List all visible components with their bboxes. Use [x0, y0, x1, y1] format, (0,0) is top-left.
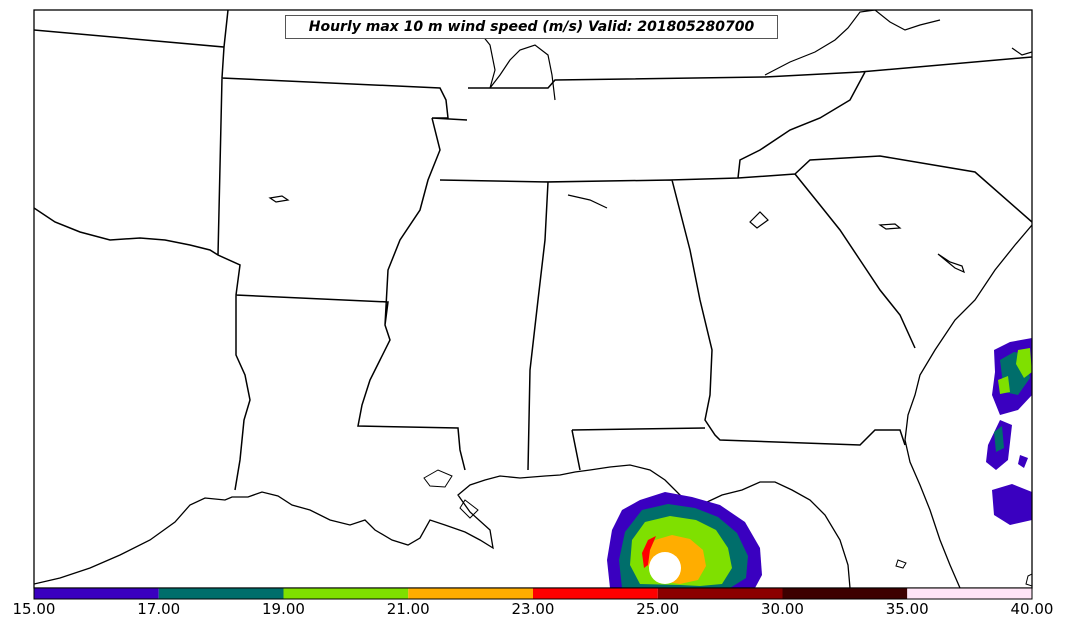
map-frame	[33, 9, 1033, 589]
colorbar-segment	[907, 588, 1032, 599]
coastline-florida-east	[904, 224, 1032, 588]
colorbar-tick-label: 25.00	[636, 600, 680, 618]
colorbar-segment	[408, 588, 533, 599]
colorbar-segment	[158, 588, 284, 599]
colorbar-tick-label: 30.00	[761, 600, 804, 618]
hurricane-wind-field	[607, 338, 1032, 588]
wind-contour-17-east	[994, 352, 1030, 452]
colorbar-tick-label: 40.00	[1010, 600, 1054, 618]
wind-contour-19-east	[998, 348, 1032, 394]
colorbar-border	[33, 587, 1033, 600]
colorbar-tick-label: 17.00	[137, 600, 181, 618]
colorbar-tick-label: 21.00	[386, 600, 430, 618]
colorbar-tick-label: 15.00	[12, 600, 56, 618]
colorbar-tick-label: 23.00	[511, 600, 555, 618]
colorbar-tick-label: 19.00	[262, 600, 305, 618]
lakes	[268, 10, 1032, 274]
coastline-small-islands	[423, 469, 1032, 587]
coastline	[34, 464, 851, 588]
colorbar-segment	[533, 588, 658, 599]
hurricane-eye	[649, 552, 681, 584]
colorbar	[33, 587, 1033, 600]
colorbar-segment	[34, 588, 159, 599]
wind-contour-23	[642, 536, 656, 568]
colorbar-tick-label: 35.00	[885, 600, 929, 618]
colorbar-segment	[283, 588, 409, 599]
colorbar-segment	[657, 588, 783, 599]
state-borders	[34, 10, 1032, 491]
colorbar-segment	[782, 588, 908, 599]
map-title: Hourly max 10 m wind speed (m/s) Valid: …	[285, 15, 778, 39]
